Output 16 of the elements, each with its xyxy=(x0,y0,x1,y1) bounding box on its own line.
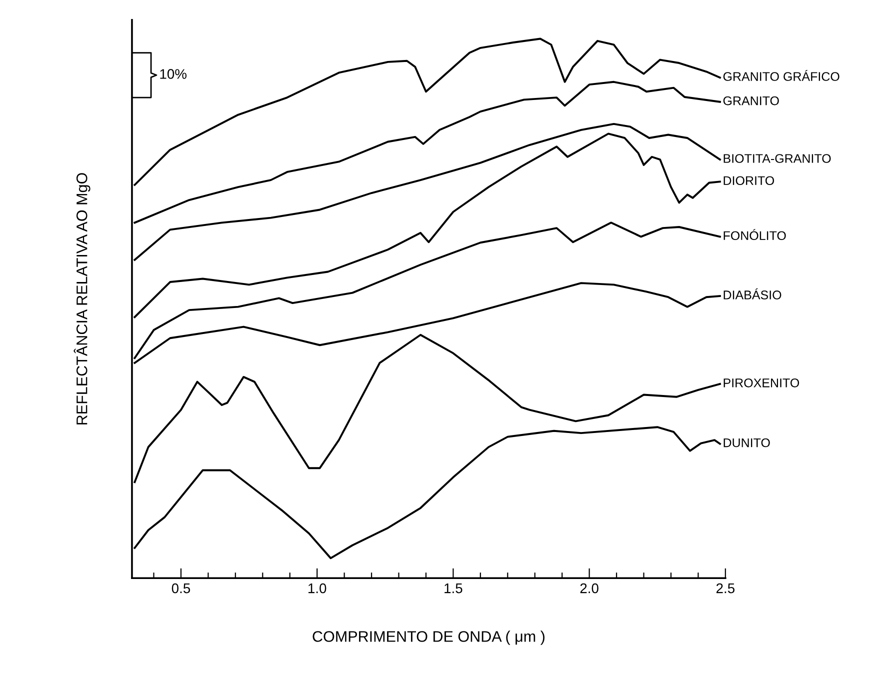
annotation: 10% xyxy=(160,69,186,79)
series-label: DIORITO xyxy=(724,176,774,186)
x-tick-label: 2.5 xyxy=(716,583,734,594)
series-label: GRANITO GRÁFICO xyxy=(723,70,840,81)
x-tick-label: 1.5 xyxy=(444,584,462,594)
x-tick-label: 2.0 xyxy=(580,583,598,594)
series-label: PIROXENITO xyxy=(724,378,800,388)
series-label: DUNITO xyxy=(724,438,770,448)
x-tick-label: 1.0 xyxy=(308,583,326,594)
series-label: GRANITO xyxy=(723,96,779,106)
series-label: BIOTITA-GRANITO xyxy=(724,154,831,163)
series-label: FONÓLITO xyxy=(724,229,786,240)
series-label: DIABÁSIO xyxy=(724,288,782,300)
x-tick-label: 0.5 xyxy=(172,583,190,594)
y-axis-title: REFLECTÂNCIA RELATIVA AO MgO xyxy=(74,173,90,424)
x-axis-title: COMPRIMENTO DE ONDA ( μm ) xyxy=(312,630,544,645)
